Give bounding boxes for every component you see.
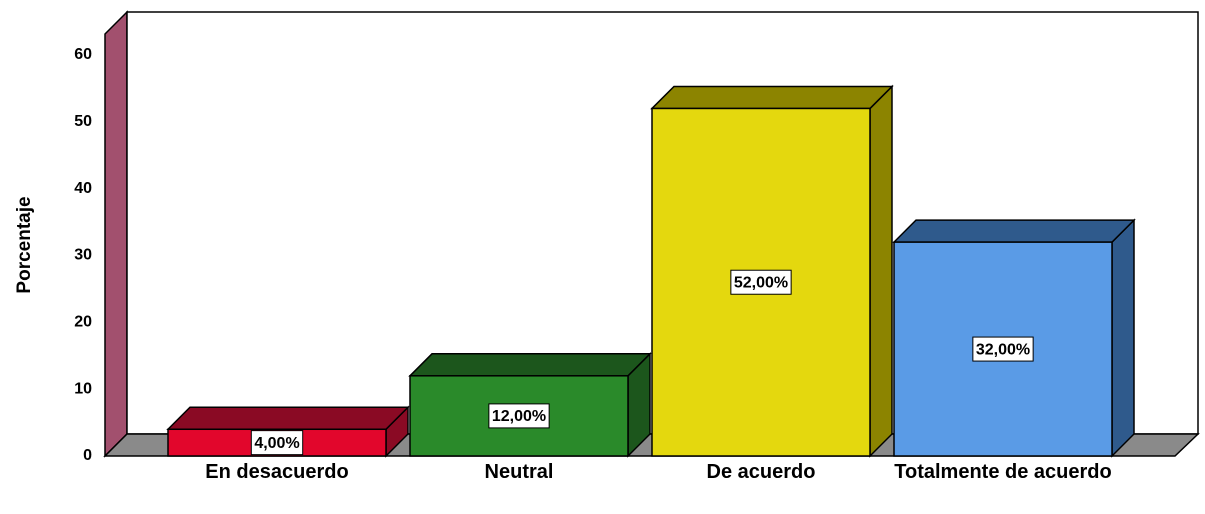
bar-side [869, 84, 893, 458]
bar-top [650, 85, 894, 110]
y-tick-label: 10 [74, 380, 92, 397]
data-label: 32,00% [976, 341, 1030, 358]
y-tick-label: 50 [74, 113, 92, 130]
bar-side [1111, 218, 1135, 458]
x-tick-label: En desacuerdo [205, 461, 349, 483]
bar-top [408, 353, 652, 377]
left-wall [104, 10, 128, 458]
bar-top [166, 406, 410, 431]
data-label-box [730, 269, 792, 295]
x-tick-label: Totalmente de acuerdo [894, 461, 1112, 483]
x-tick-label: Neutral [484, 461, 554, 483]
data-label-box [488, 403, 550, 429]
data-label: 12,00% [492, 408, 546, 425]
y-tick-label: 30 [74, 247, 92, 264]
y-tick-label: 40 [74, 180, 92, 197]
y-tick-label: 20 [74, 314, 92, 331]
bar-top [892, 219, 1136, 243]
y-tick-label: 60 [74, 46, 92, 63]
data-label-box [972, 336, 1034, 362]
x-tick-label: De acuerdo [706, 461, 816, 483]
data-label: 52,00% [734, 274, 788, 291]
data-label: 4,00% [254, 435, 299, 452]
data-label-box [250, 430, 304, 456]
y-axis-label: Porcentaje [14, 196, 35, 293]
y-tick-label: 0 [83, 447, 92, 464]
